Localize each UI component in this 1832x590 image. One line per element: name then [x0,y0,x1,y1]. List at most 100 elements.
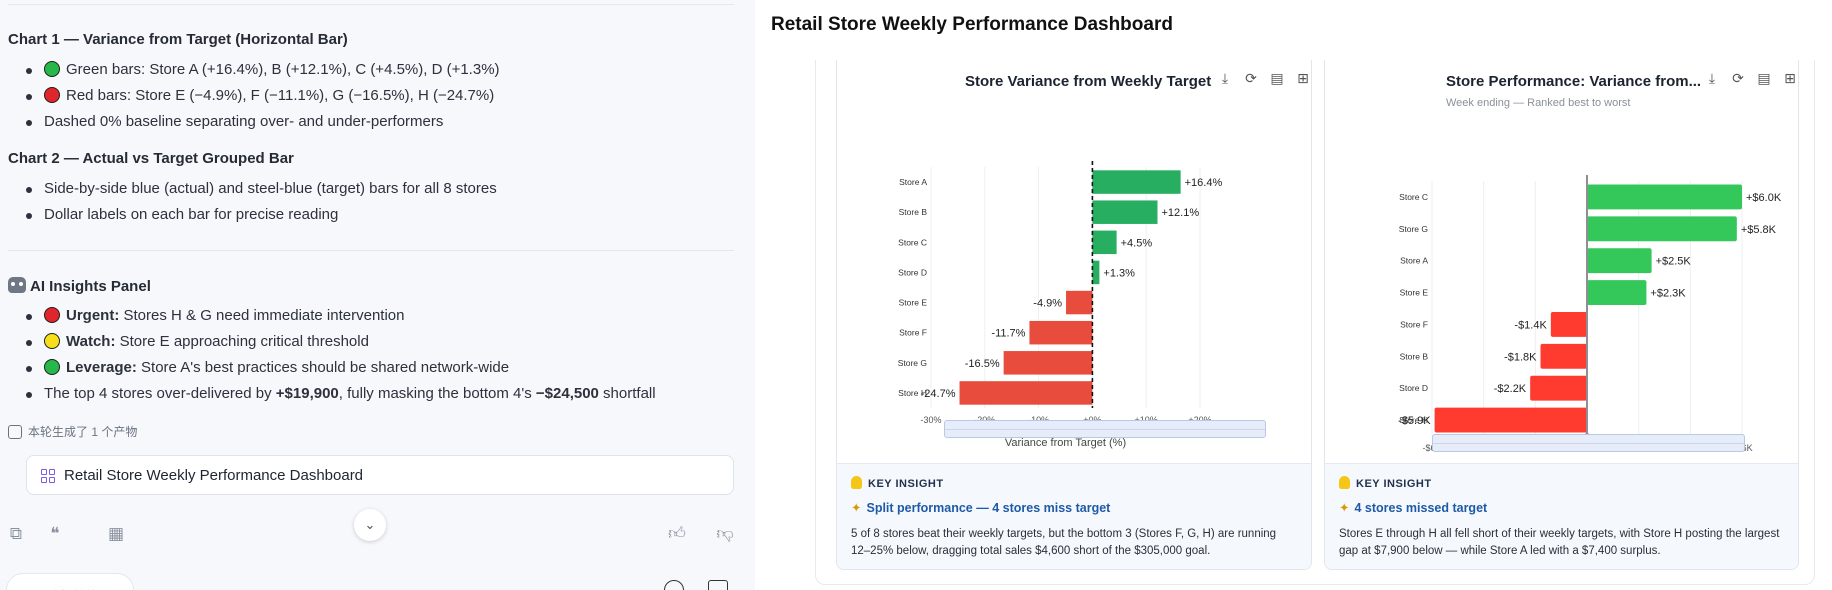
bar [1587,280,1647,305]
data-label: -4.9% [1033,298,1062,310]
data-label: -11.7% [991,328,1025,340]
artifact-icon [8,425,22,439]
document-icon[interactable]: ▤ [1270,70,1284,86]
data-label: +$6.0K [1746,192,1782,204]
bar [1587,248,1652,274]
artifact-title: Retail Store Weekly Performance Dashboar… [64,467,364,484]
red-circle-icon [44,307,60,323]
thumbs-up-icon[interactable]: 👍︎ [668,524,686,543]
red-circle-icon [44,87,60,103]
insight-summary: The top 4 stores over-delivered by +$19,… [26,385,656,402]
chart2-bullet-labels: Dollar labels on each bar for precise re… [25,206,339,223]
key-insight-body: Stores E through H all fell short of the… [1339,528,1780,557]
sparkle-icon: ✦ [1339,501,1350,515]
dashboard-pane: Retail Store Weekly Performance Dashboar… [755,0,1832,590]
add-icon[interactable] [664,580,684,590]
y-tick-label: Store F [1400,319,1428,329]
lightbulb-icon [1339,476,1350,489]
key-insight-subtitle: ✦ 4 stores missed target [1339,501,1488,515]
download-icon[interactable]: ⤓ [1221,70,1229,86]
zoom-slider[interactable] [944,420,1266,438]
y-tick-label: Store C [898,237,927,247]
refresh-icon[interactable]: ⟳ [1245,70,1257,86]
thumbs-down-icon[interactable]: 👎︎ [716,524,734,543]
variance-pct-card: Store Variance from Weekly Target ⤓ ⟳ ▤ … [836,60,1312,570]
y-tick-label: Store B [1400,351,1429,361]
calendar-icon[interactable]: ▦ [107,524,125,543]
bar [1029,320,1093,345]
bar [959,381,1093,405]
variance-dollar-chart: -$6K-$4K-$2K$0+$2K+$4K+$6KStore C+$6.0KS… [1398,175,1782,453]
download-icon[interactable]: ⤓ [1708,70,1716,86]
bar [1003,351,1093,375]
dashboard-grid-icon [41,469,55,483]
bar [1434,407,1587,433]
lightbulb-icon [851,476,862,489]
y-tick-label: Store A [899,177,927,187]
x-tick-label: -30% [920,415,941,425]
data-label: +4.5% [1121,237,1153,249]
key-insight-subtitle: ✦ Split performance — 4 stores miss targe… [851,501,1111,515]
yellow-circle-icon [44,333,60,349]
attach-icon[interactable] [708,580,728,590]
bar [1066,290,1093,315]
refresh-icon[interactable]: ⟳ [1732,70,1744,86]
y-tick-label: Store H [1399,415,1428,425]
y-tick-label: Store G [898,358,927,368]
variance-pct-chart: -30%-20%-10%+0%+10%+20%Store A+16.4%Stor… [898,161,1222,449]
document-icon[interactable]: ▤ [1757,70,1771,86]
copy-icon[interactable]: ⧉ [9,524,23,543]
bar [1550,312,1587,337]
chart1-bullet-green: Green bars: Store A (+16.4%), B (+12.1%)… [26,61,500,78]
key-insight-panel: KEY INSIGHT ✦ Split performance — 4 store… [837,463,1311,569]
chart-subtitle: Week ending — Ranked best to worst [1446,97,1631,109]
chart2-bullet-bars: Side-by-side blue (actual) and steel-blu… [26,180,497,197]
zoom-slider[interactable] [1432,434,1745,452]
data-label: -16.5% [965,358,1000,370]
insights-heading: AI Insights Panel [8,277,151,295]
chat-pane: Chart 1 — Variance from Target (Horizont… [0,0,755,590]
chart2-heading: Chart 2 — Actual vs Target Grouped Bar [8,150,294,167]
x-axis-label: Variance from Target (%) [1005,437,1126,449]
key-insight-heading: KEY INSIGHT [851,476,944,490]
y-tick-label: Store H [898,388,927,398]
y-tick-label: Store A [1400,256,1428,266]
key-insight-heading: KEY INSIGHT [1339,476,1432,490]
bar [1587,216,1737,242]
y-tick-label: Store B [899,207,928,217]
data-label: +$2.3K [1650,288,1686,300]
chart-title: Store Variance from Weekly Target [965,73,1212,90]
y-tick-label: Store D [898,267,927,277]
data-label: -24.7% [921,388,956,400]
divider [8,250,734,251]
insight-urgent: Urgent: Stores H & G need immediate inte… [25,307,404,324]
bar [1092,260,1100,285]
bar [1587,184,1742,210]
skill-selector[interactable]: 选择技能 [6,573,134,590]
artifact-card[interactable]: Retail Store Weekly Performance Dashboar… [26,455,734,495]
sparkle-icon: ✦ [851,501,862,515]
variance-dollar-card: Store Performance: Variance from... Week… [1324,60,1799,570]
data-label: +$5.8K [1741,224,1777,236]
insight-leverage: Leverage: Store A's best practices shoul… [25,359,509,376]
chart1-bullet-baseline: Dashed 0% baseline separating over- and … [25,113,444,130]
bar [1540,343,1587,369]
chart1-heading: Chart 1 — Variance from Target (Horizont… [8,31,348,48]
data-label: +12.1% [1161,207,1199,219]
quote-icon[interactable]: ❝ [50,524,60,543]
robot-icon [8,277,26,293]
data-label: -$5.9K [1398,415,1431,427]
y-tick-label: Store C [1399,192,1428,202]
green-circle-icon [44,61,60,77]
grid-view-icon[interactable]: ⊞ [1784,70,1796,86]
bar [1092,170,1181,194]
grid-view-icon[interactable]: ⊞ [1297,70,1309,86]
chart1-bullet-red: Red bars: Store E (−4.9%), F (−11.1%), G… [25,87,494,104]
scroll-down-button[interactable]: ⌄ [354,509,386,541]
dashboard-frame [815,60,1815,585]
data-label: -$2.2K [1494,383,1527,395]
data-label: +1.3% [1103,267,1135,279]
y-tick-label: Store D [1399,383,1428,393]
chart-title: Store Performance: Variance from... [1446,73,1702,90]
y-tick-label: Store E [899,298,928,308]
